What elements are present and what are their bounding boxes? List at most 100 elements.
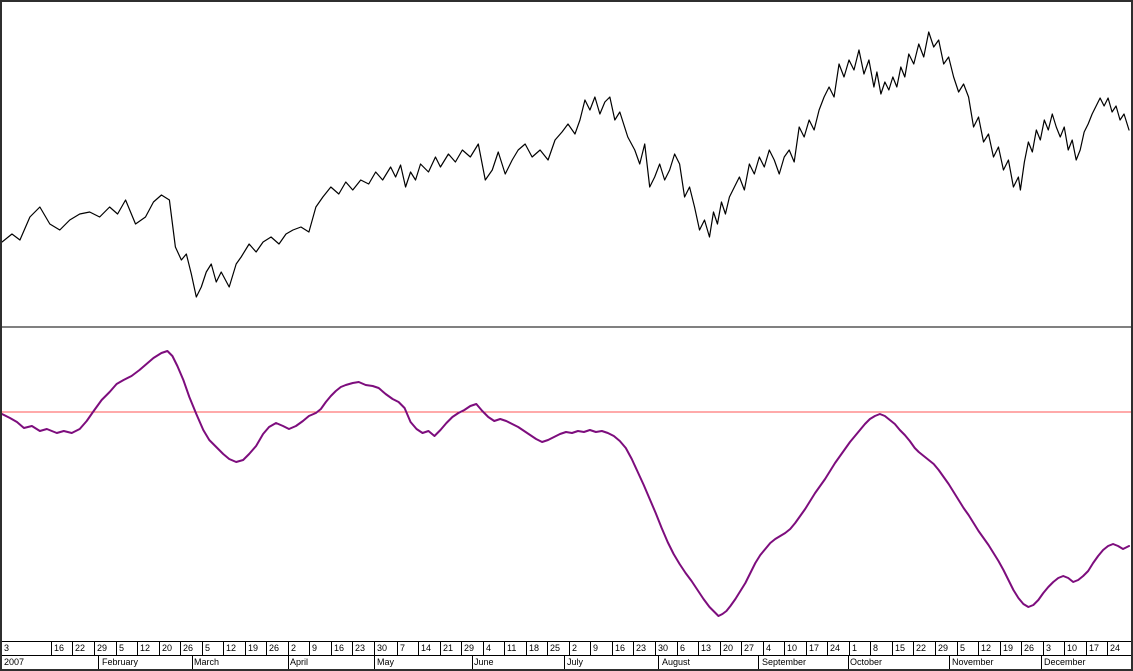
axis-tick-separator — [806, 642, 807, 655]
date-axis-month-row: 2007 February March April May June July August S… — [2, 655, 1131, 669]
axis-tick-separator — [633, 642, 634, 655]
axis-tick-label: 9 — [312, 643, 318, 653]
axis-tick-separator — [331, 642, 332, 655]
axis-month-separator — [848, 656, 849, 669]
axis-tick-label: 16 — [54, 643, 65, 653]
axis-tick-separator — [569, 642, 570, 655]
axis-tick-label: 13 — [701, 643, 712, 653]
axis-tick-label: 29 — [464, 643, 475, 653]
indicator-line-series — [2, 350, 1131, 617]
price-line-series — [2, 31, 1130, 298]
axis-month-label: September — [762, 657, 807, 667]
axis-tick-separator — [741, 642, 742, 655]
axis-tick-label: 22 — [916, 643, 927, 653]
axis-tick-separator — [913, 642, 914, 655]
axis-tick-label: 30 — [377, 643, 388, 653]
axis-tick-separator — [849, 642, 850, 655]
axis-tick-separator — [309, 642, 310, 655]
axis-tick-separator — [1064, 642, 1065, 655]
date-axis-tick-row: 3 16 22 29 5 12 20 26 5 12 19 26 2 9 16 23 30 7 14 21 29 4 11 1… — [2, 641, 1131, 655]
axis-tick-separator — [483, 642, 484, 655]
axis-tick-label: 8 — [873, 643, 879, 653]
axis-month-separator — [564, 656, 565, 669]
axis-tick-label: 17 — [1089, 643, 1100, 653]
axis-tick-separator — [763, 642, 764, 655]
axis-month-separator — [1041, 656, 1042, 669]
axis-month-label: April — [290, 657, 309, 667]
axis-tick-label: 30 — [658, 643, 669, 653]
axis-tick-separator — [526, 642, 527, 655]
axis-tick-separator — [266, 642, 267, 655]
axis-tick-label: 12 — [140, 643, 151, 653]
axis-month-label: May — [377, 657, 395, 667]
axis-tick-separator — [352, 642, 353, 655]
axis-tick-label: 12 — [226, 643, 237, 653]
axis-tick-label: 5 — [205, 643, 211, 653]
axis-tick-label: 18 — [529, 643, 540, 653]
axis-month-label: February — [102, 657, 139, 667]
axis-month-label: August — [662, 657, 691, 667]
axis-tick-separator — [504, 642, 505, 655]
axis-tick-label: 15 — [895, 643, 906, 653]
axis-tick-label: 17 — [809, 643, 820, 653]
axis-tick-separator — [1021, 642, 1022, 655]
axis-tick-separator — [72, 642, 73, 655]
axis-tick-label: 23 — [636, 643, 647, 653]
axis-tick-separator — [655, 642, 656, 655]
axis-tick-label: 26 — [1024, 643, 1035, 653]
axis-tick-separator — [116, 642, 117, 655]
axis-tick-separator — [547, 642, 548, 655]
axis-tick-label: 4 — [486, 643, 492, 653]
axis-tick-label: 6 — [680, 643, 686, 653]
axis-tick-separator — [677, 642, 678, 655]
axis-tick-label: 5 — [119, 643, 125, 653]
axis-month-label: June — [474, 657, 494, 667]
axis-tick-separator — [1086, 642, 1087, 655]
axis-tick-label: 29 — [938, 643, 949, 653]
axis-tick-separator — [397, 642, 398, 655]
axis-tick-separator — [440, 642, 441, 655]
axis-tick-separator — [180, 642, 181, 655]
axis-tick-label: 3 — [1046, 643, 1052, 653]
axis-tick-label: 26 — [269, 643, 280, 653]
axis-tick-separator — [935, 642, 936, 655]
axis-tick-separator — [1000, 642, 1001, 655]
axis-month-separator — [192, 656, 193, 669]
axis-tick-separator — [784, 642, 785, 655]
axis-tick-label: 24 — [830, 643, 841, 653]
axis-month-label: March — [194, 657, 220, 667]
axis-tick-separator — [51, 642, 52, 655]
axis-tick-label: 3 — [4, 643, 10, 653]
axis-tick-separator — [418, 642, 419, 655]
axis-month-separator — [658, 656, 659, 669]
axis-month-label: December — [1044, 657, 1086, 667]
axis-tick-separator — [1107, 642, 1108, 655]
axis-tick-label: 9 — [593, 643, 599, 653]
axis-tick-label: 7 — [400, 643, 406, 653]
axis-month-separator — [472, 656, 473, 669]
axis-tick-label: 4 — [766, 643, 772, 653]
axis-month-label: July — [567, 657, 584, 667]
axis-tick-separator — [223, 642, 224, 655]
axis-tick-label: 29 — [97, 643, 108, 653]
axis-tick-label: 14 — [421, 643, 432, 653]
axis-tick-label: 27 — [744, 643, 755, 653]
axis-tick-label: 10 — [787, 643, 798, 653]
axis-tick-separator — [461, 642, 462, 655]
axis-tick-label: 16 — [334, 643, 345, 653]
axis-tick-separator — [159, 642, 160, 655]
axis-tick-separator — [870, 642, 871, 655]
axis-tick-label: 22 — [75, 643, 86, 653]
axis-tick-label: 25 — [550, 643, 561, 653]
axis-tick-separator — [245, 642, 246, 655]
axis-tick-separator — [698, 642, 699, 655]
axis-tick-label: 20 — [162, 643, 173, 653]
axis-tick-separator — [720, 642, 721, 655]
axis-tick-separator — [1043, 642, 1044, 655]
axis-tick-label: 2 — [572, 643, 578, 653]
axis-tick-separator — [892, 642, 893, 655]
axis-tick-label: 10 — [1067, 643, 1078, 653]
axis-tick-label: 12 — [981, 643, 992, 653]
chart-canvas — [2, 2, 1131, 641]
